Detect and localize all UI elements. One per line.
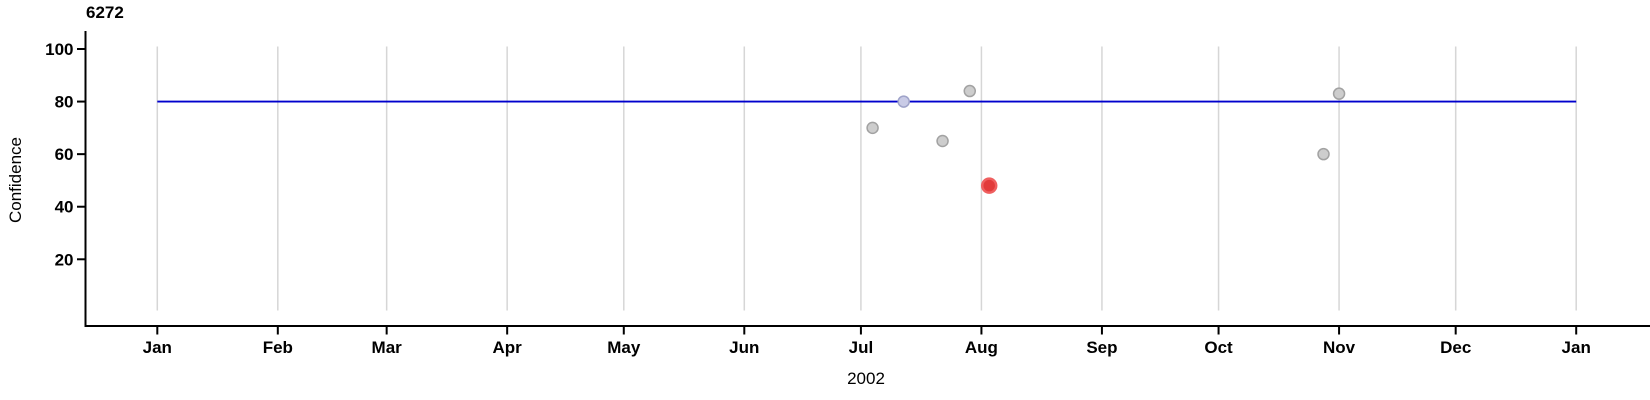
x-tick-label: Dec <box>1440 338 1471 357</box>
data-point-normal[interactable] <box>936 134 949 148</box>
data-point-alert[interactable] <box>980 177 998 194</box>
x-tick-label: Jul <box>849 338 874 357</box>
data-point-normal[interactable] <box>1332 87 1346 100</box>
data-point-normal[interactable] <box>1317 147 1330 161</box>
x-tick-label: Apr <box>493 338 523 357</box>
chart-title: 6272 <box>86 3 124 22</box>
x-tick-label: Mar <box>372 338 403 357</box>
x-tick-label: Sep <box>1086 338 1117 357</box>
x-tick-label: Jan <box>1562 338 1591 357</box>
y-tick-label: 40 <box>55 198 74 217</box>
y-tick-label: 80 <box>55 93 74 112</box>
y-tick-label: 60 <box>55 145 74 164</box>
data-point-normal[interactable] <box>866 121 879 135</box>
x-tick-label: Jan <box>143 338 172 357</box>
x-tick-label: Oct <box>1204 338 1233 357</box>
x-tick-label: Jun <box>729 338 759 357</box>
x-axis-title: 2002 <box>847 369 885 388</box>
x-tick-label: Aug <box>965 338 998 357</box>
y-tick-label: 20 <box>55 250 74 269</box>
y-tick-label: 100 <box>45 40 73 59</box>
data-point-normal[interactable] <box>963 84 977 98</box>
data-point-selected[interactable] <box>897 95 910 108</box>
x-tick-label: Feb <box>263 338 293 357</box>
x-tick-label: May <box>607 338 641 357</box>
x-tick-label: Nov <box>1323 338 1356 357</box>
